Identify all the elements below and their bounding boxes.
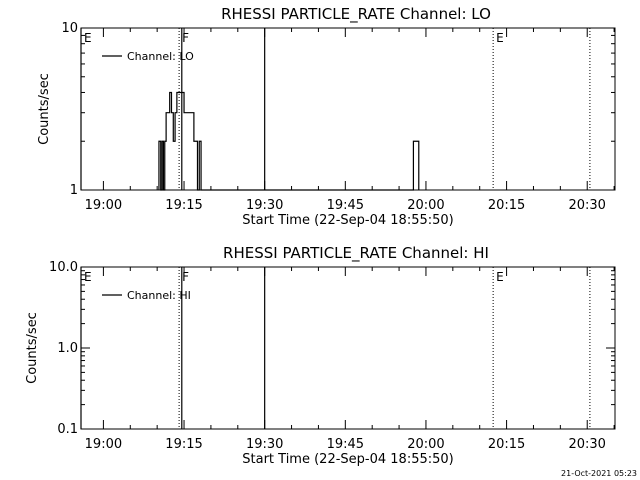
x-tick-label: 19:45 [327,437,364,452]
x-tick-label: 20:00 [407,198,444,213]
y-tick-label: 1 [70,183,78,198]
y-axis-label: Counts/sec [25,312,40,384]
x-axis-label: Start Time (22-Sep-04 18:55:50) [242,213,453,228]
x-tick-label: 19:00 [85,437,122,452]
x-tick-label: 19:30 [246,437,283,452]
lo-channel-panel: RHESSI PARTICLE_RATE Channel: LO 19:00 19:… [37,5,616,228]
event-marker-label: E [84,270,92,284]
hi-channel-panel: RHESSI PARTICLE_RATE Channel: HI 19:00 19:… [25,244,616,467]
y-tick-label: 0.1 [57,422,78,437]
x-tick-label: 19:15 [165,198,202,213]
event-marker-label: F [182,31,189,45]
x-tick-label: 20:15 [488,198,525,213]
x-tick-label: 20:30 [568,198,605,213]
chart-title: RHESSI PARTICLE_RATE Channel: LO [221,5,491,24]
event-marker-label: F [182,270,189,284]
event-marker-label: E [84,31,92,45]
x-tick-label: 20:00 [407,437,444,452]
y-tick-label: 10.0 [49,260,78,275]
chart-title: RHESSI PARTICLE_RATE Channel: HI [223,244,489,263]
x-axis-label: Start Time (22-Sep-04 18:55:50) [242,452,453,467]
x-tick-label: 19:15 [165,437,202,452]
legend-label: Channel: HI [127,289,191,302]
y-axis-label: Counts/sec [37,73,52,145]
data-series-line [158,91,420,191]
x-tick-label: 20:30 [568,437,605,452]
x-tick-label: 19:45 [327,198,364,213]
plot-timestamp: 21-Oct-2021 05:23 [561,469,637,478]
x-tick-label: 19:30 [246,198,283,213]
x-tick-label: 19:00 [85,198,122,213]
x-tick-label: 20:15 [488,437,525,452]
y-tick-label: 10 [61,21,78,36]
legend-label: Channel: LO [127,50,194,63]
event-marker-label: E [496,31,504,45]
y-tick-label: 1.0 [57,341,78,356]
event-marker-label: E [496,270,504,284]
